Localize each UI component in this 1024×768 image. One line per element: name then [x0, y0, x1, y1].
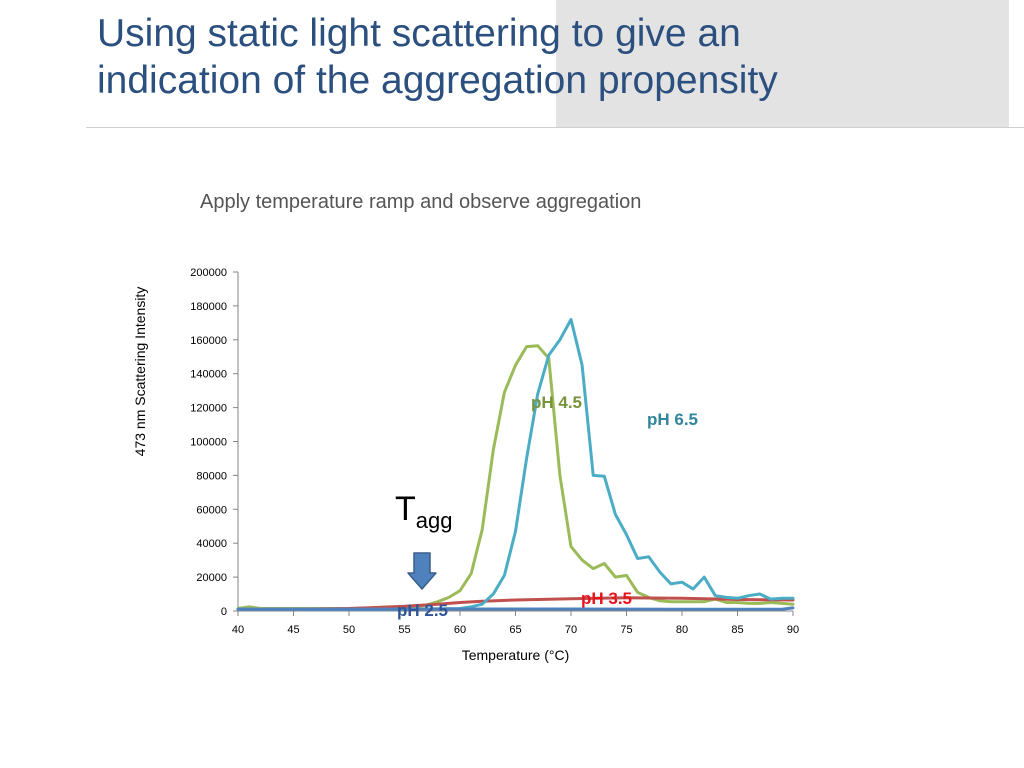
x-tick-label: 55 [398, 624, 410, 636]
y-axis-title: 473 nm Scattering Intensity [132, 287, 148, 457]
tagg-main-text: T [395, 490, 416, 528]
slide-title-line-1: Using static light scattering to give an [97, 12, 741, 55]
x-axis-title: Temperature (°C) [462, 647, 570, 663]
y-tick-label: 80000 [196, 470, 227, 482]
x-tick-label: 50 [343, 624, 355, 636]
y-tick-label: 0 [221, 606, 227, 618]
y-tick-label: 40000 [196, 538, 227, 550]
chart-axes: 0 20000 40000 60000 80000 100000 120000 140000 1… [190, 267, 799, 636]
y-tick-label: 20000 [196, 572, 227, 584]
slide-subtitle: Apply temperature ramp and observe aggre… [200, 191, 642, 213]
x-tick-label: 60 [454, 624, 466, 636]
tagg-arrow-icon [407, 552, 437, 590]
slide-title: Using static light scattering to give an… [97, 10, 977, 104]
tagg-annotation: Tagg [395, 490, 453, 533]
tagg-subscript: agg [415, 508, 453, 533]
x-tick-label: 80 [676, 624, 688, 636]
series-label-ph-4-5: pH 4.5 [531, 393, 582, 412]
y-tick-label: 200000 [190, 267, 227, 279]
y-tick-label: 180000 [190, 301, 227, 313]
x-tick-label: 65 [509, 624, 521, 636]
series-line-ph-4-5 [236, 344, 795, 610]
x-tick-label: 40 [232, 624, 244, 636]
title-divider [86, 127, 1024, 128]
x-tick-label: 90 [787, 624, 799, 636]
series-label-ph-2-5: pH 2.5 [397, 601, 448, 620]
y-tick-label: 140000 [190, 369, 227, 381]
y-tick-label: 60000 [196, 504, 227, 516]
y-tick-label: 120000 [190, 403, 227, 415]
chart-series-labels: pH 2.5 pH 3.5 pH 4.5 pH 6.5 [397, 393, 698, 620]
y-tick-label: 160000 [190, 335, 227, 347]
down-arrow-icon [407, 552, 437, 590]
series-label-ph-6-5: pH 6.5 [647, 410, 698, 429]
title-background-panel [556, 0, 1009, 128]
slide-title-line-2: indication of the aggregation propensity [97, 59, 778, 102]
series-line-ph-6-5 [236, 318, 795, 611]
y-tick-label: 100000 [190, 437, 227, 449]
x-tick-label: 85 [731, 624, 743, 636]
series-label-ph-3-5: pH 3.5 [581, 589, 632, 608]
x-tick-label: 75 [620, 624, 632, 636]
x-tick-label: 70 [565, 624, 577, 636]
series-line-ph-2-5 [236, 606, 795, 611]
chart-series [236, 318, 795, 611]
x-tick-label: 45 [287, 624, 299, 636]
